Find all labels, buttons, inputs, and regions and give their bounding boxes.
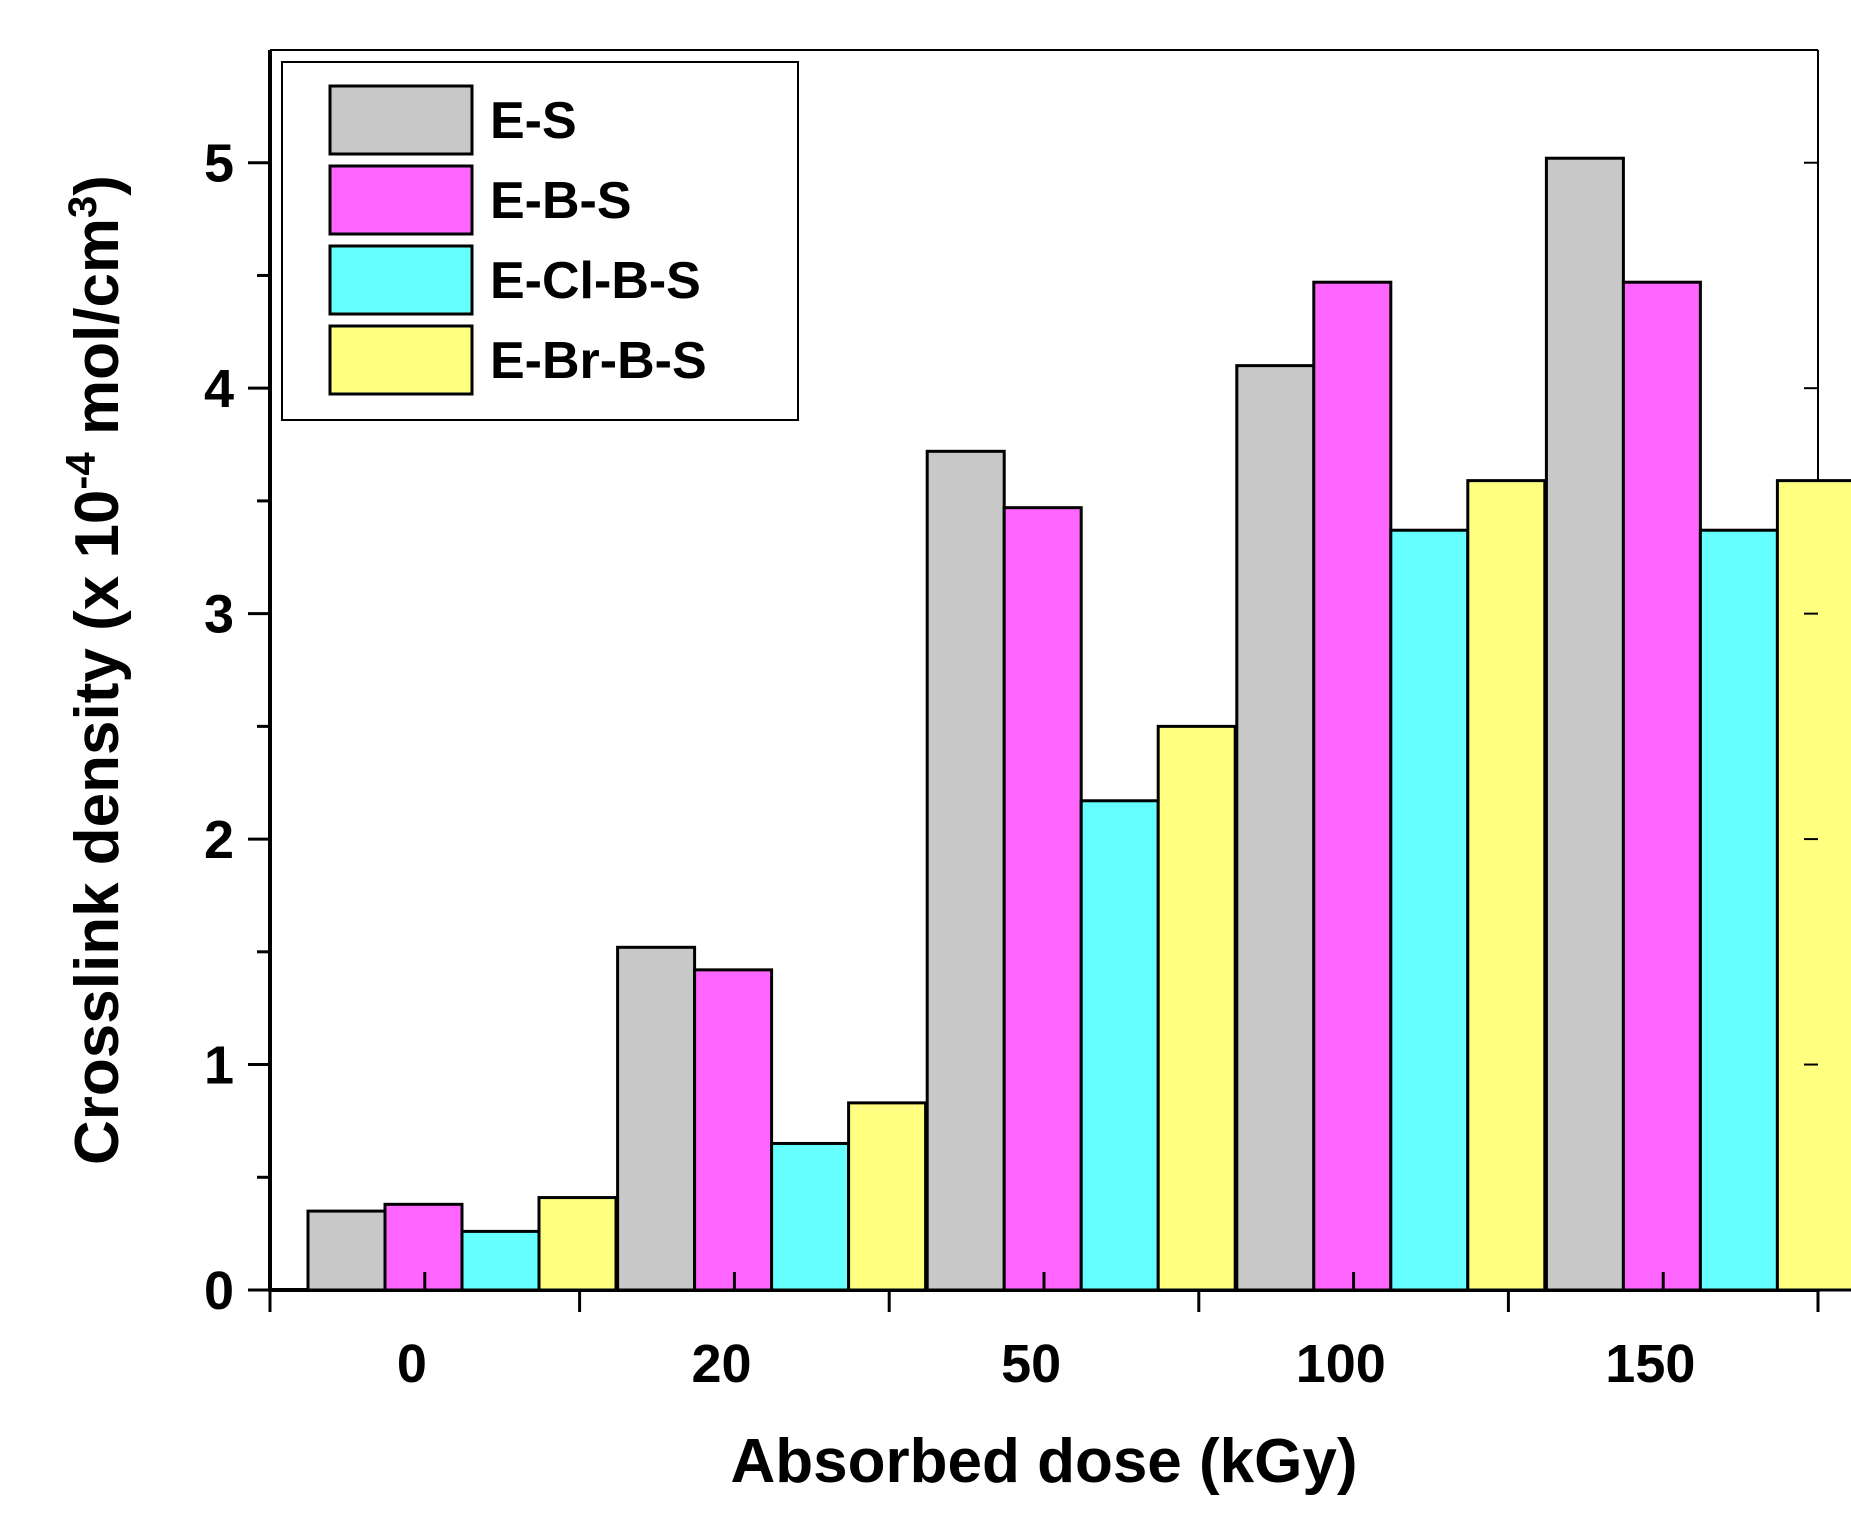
bar-e-s: [1544, 156, 1625, 1292]
y-tick-label: 2: [204, 810, 234, 870]
y-axis-title-unit-exp: 3: [61, 196, 105, 218]
bar-e-br-b-s: [1156, 724, 1237, 1292]
bar-e-b-s: [1002, 506, 1083, 1292]
y-tick-label: 3: [204, 585, 234, 645]
bar-e-br-b-s: [1466, 479, 1547, 1292]
x-tick-label: 20: [692, 1334, 752, 1394]
y-tick-label: 4: [204, 359, 234, 419]
legend-label: E-S: [490, 92, 577, 150]
legend-label: E-Br-B-S: [490, 332, 707, 390]
y-axis-title: Crosslink density (x 10-4 mol/cm3): [57, 175, 133, 1165]
x-tick-label: 100: [1296, 1334, 1386, 1394]
y-tick-label: 0: [204, 1261, 234, 1321]
y-axis-title-main: Crosslink density (x 10: [63, 490, 132, 1165]
legend-swatch-e-br-b-s: [328, 324, 474, 396]
y-axis-title-close: ): [63, 175, 132, 196]
y-tick-label: 1: [204, 1036, 234, 1096]
x-axis-title: Absorbed dose (kGy): [731, 1427, 1358, 1496]
bar-e-s: [306, 1209, 387, 1292]
legend-label: E-Cl-B-S: [490, 252, 701, 310]
x-ticks-group: 0 20 50 100 150: [268, 1272, 1820, 1394]
y-axis-title-unit: mol/cm: [63, 218, 132, 452]
bar-e-s: [1235, 364, 1316, 1292]
bar-e-br-b-s: [1775, 479, 1851, 1292]
bar-e-cl-b-s: [770, 1141, 851, 1292]
y-ticks-group: 0 1 2 3 4 5: [204, 134, 1818, 1321]
bars-group: [306, 156, 1851, 1292]
x-tick-label: 50: [1001, 1334, 1061, 1394]
legend-label: E-B-S: [490, 172, 632, 230]
bar-e-b-s: [1312, 280, 1393, 1292]
bar-e-cl-b-s: [1389, 528, 1470, 1292]
bar-e-cl-b-s: [460, 1229, 541, 1292]
bar-e-cl-b-s: [1698, 528, 1779, 1292]
bar-e-cl-b-s: [1079, 799, 1160, 1292]
y-axis-title-exp: -4: [57, 452, 104, 490]
bar-e-s: [616, 945, 697, 1292]
legend-swatch-e-b-s: [328, 164, 474, 236]
x-tick-label: 150: [1605, 1334, 1695, 1394]
bar-e-b-s: [1621, 280, 1702, 1292]
x-tick-label: 0: [397, 1334, 427, 1394]
y-tick-label: 5: [204, 134, 234, 194]
legend-swatch-e-cl-b-s: [328, 244, 474, 316]
bar-e-br-b-s: [847, 1101, 928, 1292]
bar-e-s: [925, 449, 1006, 1292]
legend: E-S E-B-S E-Cl-B-S E-Br-B-S: [281, 61, 799, 421]
bar-e-br-b-s: [537, 1196, 618, 1292]
bar-e-b-s: [693, 968, 774, 1292]
legend-swatch-e-s: [328, 84, 474, 156]
